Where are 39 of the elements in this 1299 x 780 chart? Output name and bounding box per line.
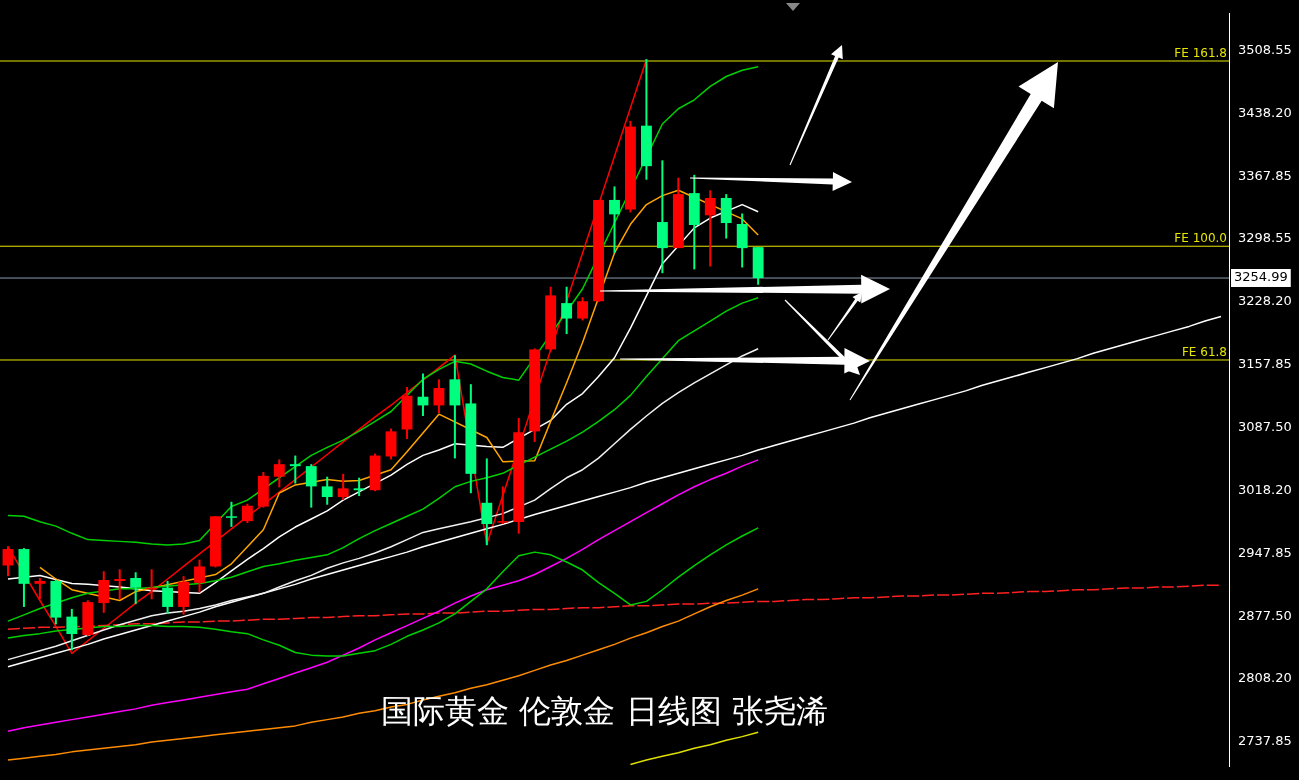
ref-line-label: FE 61.8 <box>1181 345 1227 360</box>
y-tick-label: 3298.55 <box>1238 230 1292 246</box>
candlestick <box>241 502 253 525</box>
candlestick <box>289 454 301 485</box>
candlestick <box>433 378 445 415</box>
candlestick <box>34 577 46 601</box>
y-tick-label: 3508.55 <box>1238 42 1292 58</box>
line-series <box>7 584 1222 630</box>
candlestick <box>321 475 333 506</box>
candlestick <box>561 285 573 336</box>
y-tick-label: 3438.20 <box>1238 105 1292 121</box>
candlestick <box>305 463 317 509</box>
y-tick-label: 3228.20 <box>1238 293 1292 309</box>
y-tick-label: 2737.85 <box>1238 732 1292 748</box>
y-tick-label: 3018.20 <box>1238 481 1292 497</box>
candlestick <box>194 558 205 594</box>
y-tick-label: 3157.85 <box>1238 356 1292 372</box>
candlestick <box>114 568 126 601</box>
y-tick-label: 2947.85 <box>1238 544 1292 560</box>
text: 3254.99 <box>1234 269 1288 285</box>
y-tick-label: 3367.85 <box>1238 168 1292 184</box>
candlestick <box>337 472 349 501</box>
y-tick-label: 2877.50 <box>1238 607 1292 623</box>
candlestick <box>66 607 78 652</box>
candlestick <box>162 579 174 615</box>
ref-line-label: FE 100.0 <box>1174 231 1227 246</box>
candlestick <box>98 570 110 614</box>
candlestick <box>226 500 237 528</box>
ref-line-label: FE 161.8 <box>1174 46 1227 61</box>
candlestick <box>481 457 493 547</box>
candlestick <box>497 485 509 525</box>
y-tick-label: 3087.50 <box>1238 419 1292 435</box>
candlestick <box>273 458 285 489</box>
candlestick <box>609 185 620 254</box>
candlestick <box>353 476 365 498</box>
candlestick <box>130 571 142 606</box>
candlestick <box>577 296 589 322</box>
y-tick-label: 2808.20 <box>1238 669 1292 685</box>
candlestick <box>704 189 716 268</box>
